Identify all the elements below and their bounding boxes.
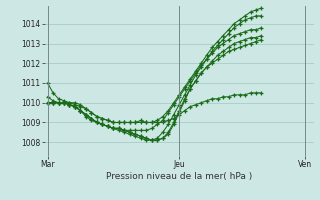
X-axis label: Pression niveau de la mer( hPa ): Pression niveau de la mer( hPa ) [106,172,252,181]
